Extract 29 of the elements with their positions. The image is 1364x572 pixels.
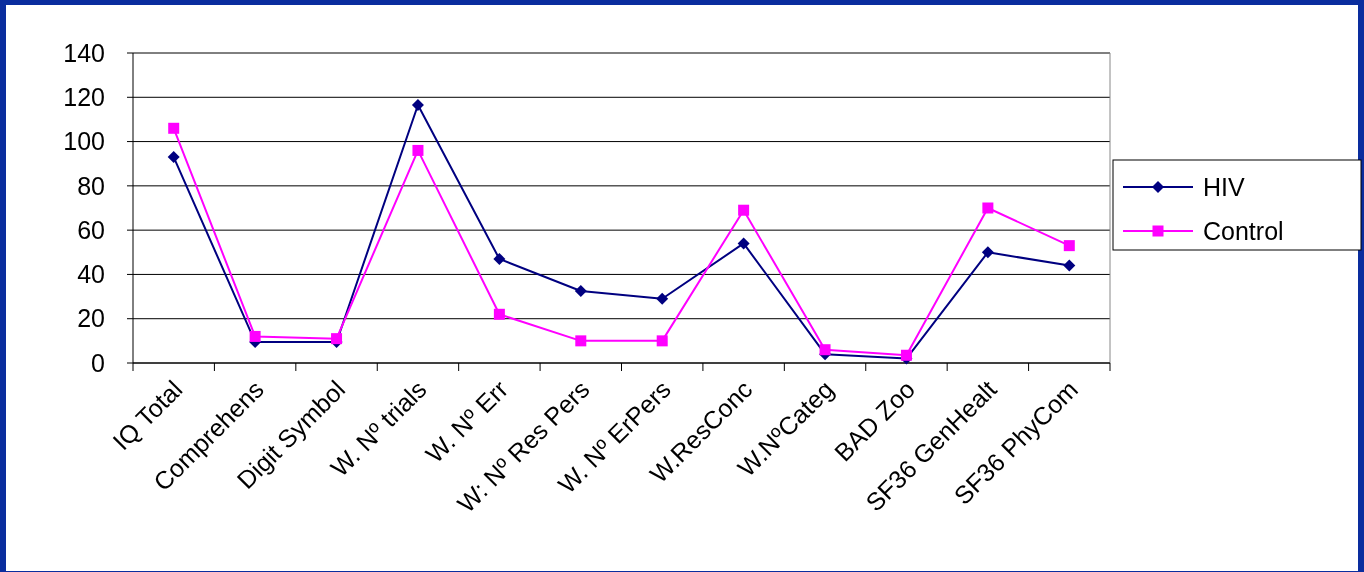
point <box>493 308 505 320</box>
point <box>819 344 831 356</box>
y-tick-label: 20 <box>77 304 105 333</box>
point <box>738 204 750 216</box>
point <box>574 285 587 298</box>
point <box>1063 259 1076 272</box>
point <box>411 99 424 112</box>
point <box>167 151 180 164</box>
point <box>493 252 506 265</box>
point <box>900 349 912 361</box>
point <box>656 335 668 347</box>
y-tick-label: 80 <box>77 171 105 200</box>
y-tick-label: 100 <box>63 127 105 156</box>
point <box>982 202 994 214</box>
point <box>249 330 261 342</box>
point <box>737 237 750 250</box>
y-tick-label: 140 <box>63 38 105 67</box>
y-tick-label: 120 <box>63 83 105 112</box>
point <box>412 144 424 156</box>
y-tick-label: 0 <box>91 348 105 377</box>
legend-label: HIV <box>1203 172 1245 201</box>
point <box>575 335 587 347</box>
point <box>656 292 669 305</box>
point <box>168 122 180 134</box>
y-tick-label: 40 <box>77 260 105 289</box>
point <box>1063 240 1075 252</box>
y-tick-label: 60 <box>77 215 105 244</box>
point <box>981 246 994 259</box>
legend-label: Control <box>1203 216 1284 245</box>
